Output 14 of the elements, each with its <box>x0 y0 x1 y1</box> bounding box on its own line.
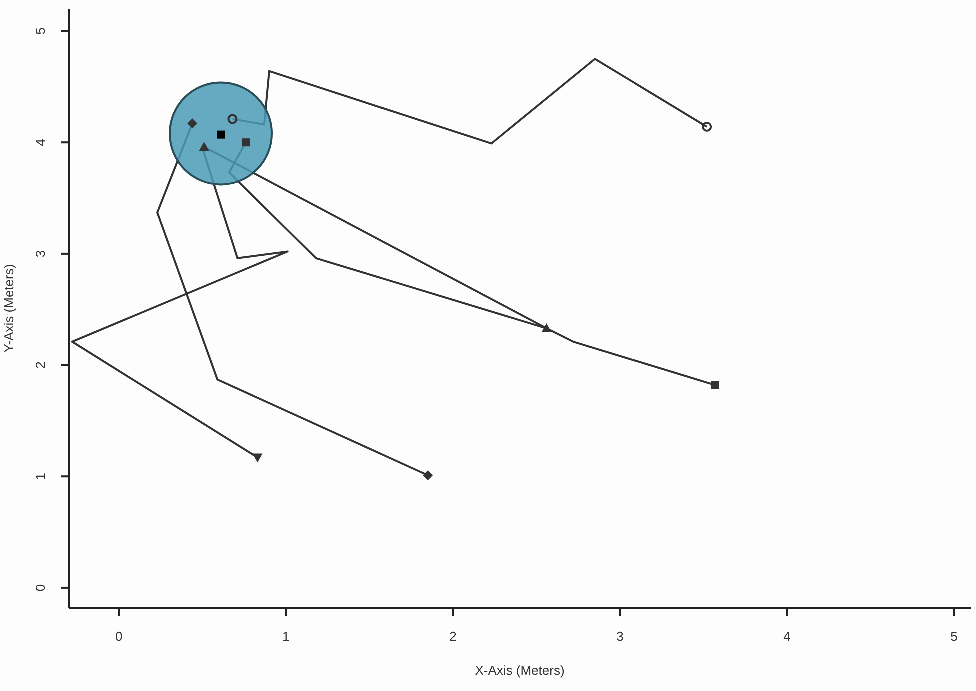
y-tick-label: 0 <box>33 584 48 592</box>
x-axis-title: X-Axis (Meters) <box>475 663 565 678</box>
y-tick-label: 3 <box>33 250 48 258</box>
y-tick-label: 1 <box>33 473 48 480</box>
y-axis-title: Y-Axis (Meters) <box>2 264 17 353</box>
x-tick-label: 2 <box>450 629 457 644</box>
y-tick-label: 5 <box>33 28 48 35</box>
x-tick-label: 4 <box>784 629 791 644</box>
y-tick-label: 2 <box>33 362 48 369</box>
x-tick-label: 5 <box>950 629 958 644</box>
x-tick-label: 0 <box>115 629 123 644</box>
x-tick-label: 3 <box>616 629 624 644</box>
x-tick-label: 1 <box>282 629 290 644</box>
y-tick-label: 4 <box>33 138 48 146</box>
